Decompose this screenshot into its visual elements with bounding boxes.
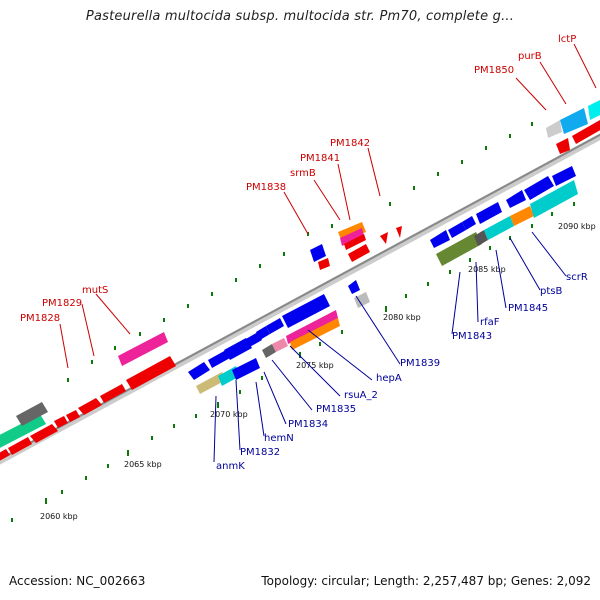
kbp-label: 2085 kbp: [468, 265, 506, 274]
gene-label-forward: PM1838: [246, 182, 286, 193]
kbp-label: 2080 kbp: [383, 313, 421, 322]
gene-arrow: [552, 166, 576, 186]
gene-label-reverse: ptsB: [540, 286, 562, 297]
gene-arrow: [484, 216, 514, 240]
forward-labels: PM1828 PM1829 mutS PM1838 srmB PM1841 PM…: [20, 34, 576, 324]
forward-gene-track: [0, 120, 600, 461]
gene-label-reverse: hemN: [264, 433, 294, 444]
gene-arrow: [286, 310, 338, 344]
gene-arrow: [66, 410, 80, 422]
gene-label-reverse: PM1832: [240, 447, 280, 458]
gene-arrow: [188, 362, 210, 380]
gene-arrow: [78, 398, 102, 415]
gene-label-reverse: PM1845: [508, 303, 548, 314]
kbp-label: 2070 kbp: [210, 410, 248, 419]
gene-label-forward: srmB: [290, 168, 316, 179]
gene-arrow: [354, 292, 370, 308]
gene-arrow: [318, 258, 330, 270]
gene-arrow: [474, 230, 488, 246]
gene-arrow: [208, 350, 230, 368]
gene-label-reverse: hepA: [376, 373, 402, 384]
gene-arrow: [556, 138, 570, 154]
gene-arrow: [118, 332, 168, 366]
gene-arrow: [272, 338, 288, 352]
gene-arrow: [310, 244, 326, 262]
gene-arrow: [126, 356, 176, 390]
gene-arrow: [348, 244, 370, 262]
gene-arrow: [54, 416, 68, 428]
gene-arrow: [0, 414, 46, 448]
gene-arrow: [348, 280, 360, 294]
gene-arrow: [340, 228, 364, 246]
map-title: Pasteurella multocida subsp. multocida s…: [85, 9, 515, 24]
gene-label-reverse: PM1843: [452, 331, 492, 342]
kbp-label: 2065 kbp: [124, 460, 162, 469]
gene-arrow: [588, 100, 600, 120]
gene-arrow: [436, 232, 482, 266]
gene-label-reverse: PM1834: [288, 419, 328, 430]
gene-arrow: [290, 318, 340, 350]
gene-arrow: [30, 424, 58, 443]
gene-arrow: [560, 108, 588, 134]
gene-arrow: [244, 332, 262, 348]
gene-arrow: [430, 230, 450, 248]
kbp-label: 2060 kbp: [40, 512, 78, 521]
gene-arrow: [476, 202, 502, 224]
gene-arrow: [506, 190, 526, 208]
gene-arrow: [0, 449, 10, 461]
gene-arrow: [256, 326, 270, 340]
reverse-gene-track: [188, 100, 600, 394]
gene-arrow: [282, 294, 330, 328]
gene-label-reverse: anmK: [216, 461, 245, 472]
gene-arrow: [448, 222, 466, 238]
gene-label-forward: PM1842: [330, 138, 370, 149]
kbp-label: 2090 kbp: [558, 222, 596, 231]
gene-label-forward: lctP: [558, 34, 576, 45]
gene-label-forward: PM1829: [42, 298, 82, 309]
gene-arrow: [530, 180, 578, 218]
gene-label-forward: PM1828: [20, 313, 60, 324]
kbp-label: 2075 kbp: [296, 361, 334, 370]
gene-label-reverse: rfaF: [480, 317, 500, 328]
gene-label-reverse: scrR: [566, 272, 588, 283]
reverse-labels: anmK PM1832 hemN PM1834 PM1835 rsuA_2 he…: [216, 272, 588, 472]
gene-label-reverse: PM1835: [316, 404, 356, 415]
gene-arrow: [524, 176, 554, 200]
gene-arrow: [232, 358, 260, 380]
gene-arrow: [196, 372, 226, 394]
gene-label-reverse: rsuA_2: [344, 390, 378, 401]
gene-arrow: [344, 234, 366, 250]
gene-arrow: [572, 120, 600, 144]
tick-track-upper: [67, 122, 533, 382]
kbp-labels: 2060 kbp 2065 kbp 2070 kbp 2075 kbp 2080…: [40, 222, 596, 521]
gene-arrow: [100, 384, 126, 403]
gene-arrow: [262, 344, 276, 358]
accession-text: Accession: NC_002663: [9, 574, 146, 588]
gene-label-forward: mutS: [82, 285, 108, 296]
gene-label-forward: PM1850: [474, 65, 514, 76]
gene-arrow: [510, 206, 534, 226]
gene-arrow: [16, 402, 48, 426]
gene-arrow: [380, 232, 388, 244]
gene-arrow: [462, 216, 476, 230]
gene-label-reverse: PM1839: [400, 358, 440, 369]
tick-track-lower: [11, 202, 575, 522]
reverse-leaders: [213, 231, 567, 463]
topology-info-text: Topology: circular; Length: 2,257,487 bp…: [261, 574, 591, 588]
gene-arrow: [266, 318, 284, 334]
gene-label-forward: purB: [518, 51, 542, 62]
gene-label-forward: PM1841: [300, 153, 340, 164]
gene-arrow: [396, 226, 402, 238]
gene-arrow: [8, 437, 32, 455]
gene-arrow: [224, 338, 252, 360]
gene-arrow: [546, 120, 562, 138]
forward-leaders: [59, 43, 597, 369]
